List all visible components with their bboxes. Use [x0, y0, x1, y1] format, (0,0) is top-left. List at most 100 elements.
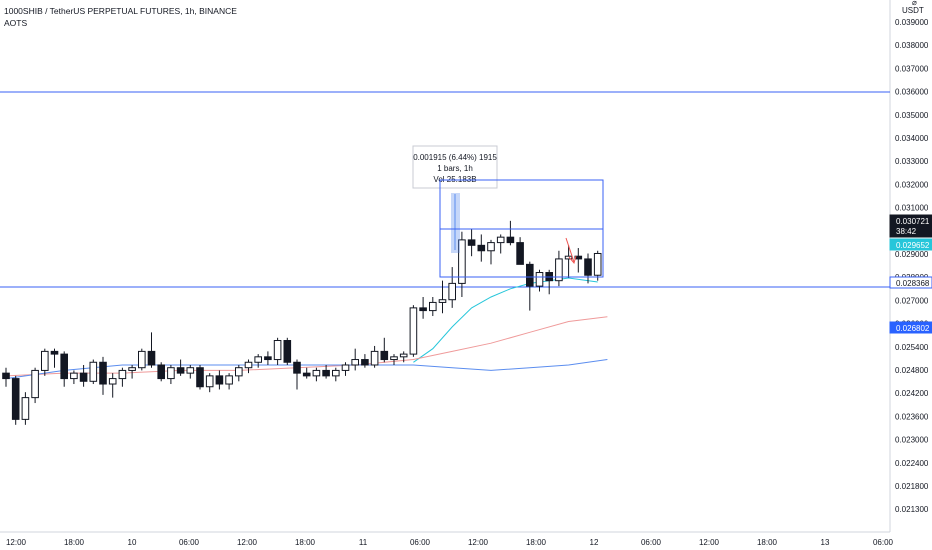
symbol-title: 1000SHIB / TetherUS PERPETUAL FUTURES, 1… — [4, 6, 237, 16]
unit-label: USDT — [902, 6, 924, 15]
candle-body — [70, 372, 78, 380]
price-label-tag — [889, 238, 932, 251]
candle-body — [399, 353, 408, 358]
candle-body — [419, 307, 427, 312]
candle-body — [41, 350, 49, 371]
candle-body — [380, 350, 389, 361]
candle-body — [467, 239, 476, 246]
indicator-name: AOTS — [4, 18, 28, 28]
candle-body — [50, 350, 59, 355]
price-tick-label: 0.038000 — [895, 41, 929, 50]
projection-arrow — [565, 237, 575, 263]
time-tick-label: 10 — [128, 538, 137, 547]
time-tick-label: 13 — [821, 538, 830, 547]
candle-body — [535, 272, 544, 287]
candle-body — [341, 364, 350, 371]
candle-body — [147, 350, 156, 366]
time-tick-label: 06:00 — [410, 538, 431, 547]
candle-body — [312, 369, 321, 377]
candle-body — [293, 361, 301, 374]
time-tick-label: 12:00 — [699, 538, 720, 547]
time-tick-label: 18:00 — [295, 538, 316, 547]
price-label-text: 0.029652 — [896, 241, 930, 250]
candle-body — [409, 307, 418, 355]
candle-body — [361, 359, 369, 366]
time-tick-label: 18:00 — [757, 538, 778, 547]
candle-body — [196, 367, 204, 388]
countdown-text: 38:42 — [896, 227, 917, 236]
candle-body — [264, 356, 272, 361]
candle-body — [487, 242, 495, 252]
time-tick-label: 12:00 — [237, 538, 258, 547]
time-tick-label: 12:00 — [6, 538, 27, 547]
price-tick-label: 0.037000 — [895, 64, 929, 73]
price-tick-label: 0.023000 — [895, 436, 929, 445]
time-tick-label: 11 — [359, 538, 368, 547]
candle-body — [186, 367, 195, 374]
candle-body — [584, 258, 592, 276]
candle-body — [79, 372, 88, 382]
candle-body — [516, 242, 524, 265]
time-tick-label: 06:00 — [179, 538, 200, 547]
candle-body — [167, 367, 175, 380]
candle-body — [235, 367, 243, 377]
measure-tooltip-line: 1 bars, 1h — [437, 164, 473, 173]
candle-body — [429, 301, 437, 312]
price-label-text: 0.028368 — [896, 279, 930, 288]
candle-body — [225, 375, 233, 385]
candle-body — [2, 372, 10, 380]
price-tick-label: 0.034000 — [895, 134, 929, 143]
measure-tooltip-line: 0.001915 (6.44%) 1915 — [413, 153, 497, 162]
price-tick-label: 0.031000 — [895, 204, 929, 213]
candle-body — [283, 340, 292, 363]
price-tick-label: 0.024800 — [895, 366, 929, 375]
price-tick-label: 0.027000 — [895, 296, 929, 305]
unit-icon: ⌀ — [912, 0, 917, 7]
price-tick-label: 0.036000 — [895, 88, 929, 97]
candle-body — [526, 263, 534, 287]
candle-body — [458, 239, 466, 284]
candle-body — [108, 378, 117, 385]
candle-body — [496, 236, 505, 244]
candle-body — [438, 299, 447, 303]
candle-body — [564, 255, 573, 260]
price-tick-label: 0.032000 — [895, 180, 929, 189]
candle-body — [593, 252, 602, 276]
candle-body — [370, 350, 379, 366]
price-tick-label: 0.029000 — [895, 250, 929, 259]
measure-tooltip — [412, 145, 498, 189]
candle-body — [138, 350, 146, 369]
candle-body — [332, 369, 340, 377]
candle-body — [89, 361, 98, 382]
candle-body — [574, 255, 583, 260]
price-label-text: 0.026802 — [896, 324, 930, 333]
price-tick-label: 0.024200 — [895, 389, 929, 398]
price-tick-label: 0.023600 — [895, 412, 929, 421]
time-tick-label: 18:00 — [64, 538, 85, 547]
price-tick-label: 0.021800 — [895, 482, 929, 491]
candle-body — [506, 236, 515, 244]
time-tick-label: 18:00 — [526, 538, 547, 547]
candle-body — [351, 359, 359, 366]
time-tick-label: 12:00 — [468, 538, 489, 547]
price-label-tag — [889, 321, 932, 334]
candle-body — [11, 378, 20, 420]
candle-body — [302, 372, 311, 377]
candle-body — [99, 361, 107, 385]
candle-body — [176, 367, 185, 374]
time-tick-label: 06:00 — [641, 538, 662, 547]
candle-body — [448, 282, 456, 301]
candle-body — [31, 369, 39, 399]
price-label-tag — [889, 276, 932, 289]
candle-body — [215, 375, 224, 385]
price-tick-label: 0.022400 — [895, 459, 929, 468]
candle-body — [244, 361, 253, 369]
price-tick-label: 0.021300 — [895, 505, 929, 514]
price-tick-label: 0.035000 — [895, 111, 929, 120]
candle-body — [118, 369, 127, 380]
candle-body — [273, 340, 282, 361]
price-label-text: 0.030721 — [896, 217, 930, 226]
time-tick-label: 12 — [590, 538, 599, 547]
